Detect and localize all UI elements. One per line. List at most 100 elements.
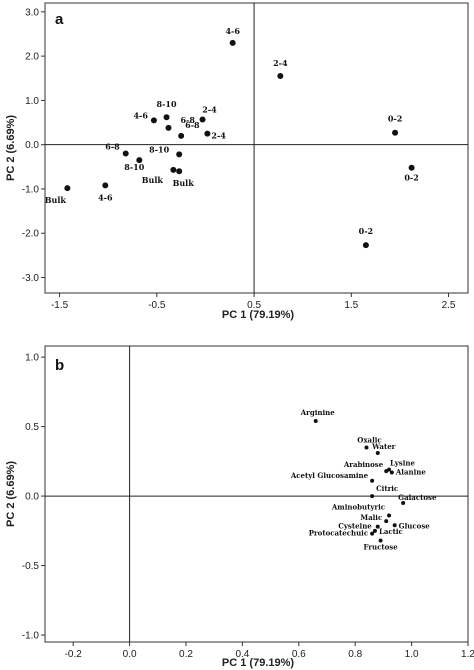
a-data-point [64,185,71,192]
a-data-point [362,242,369,249]
b-point-label: Alanine [395,467,426,476]
b-point-label: Fructose [363,543,398,552]
b-point-label: Malic [360,513,382,522]
a-point-label: 6-8 [185,120,200,130]
b-x-tick-label: 0.4 [235,649,249,660]
b-point-label: Water [371,442,395,451]
a-point-label: 6-8 [105,142,120,152]
a-data-point [176,151,183,158]
b-point-label: Acetyl Glucosamine [290,471,369,480]
b-x-tick-label: 0.8 [348,649,362,660]
b-point-label: Arabinose [343,460,384,469]
a-data-point [204,130,211,137]
b-data-point [370,494,375,499]
panel-b-y-axis-label: PC 2 (6.69%) [5,461,17,527]
b-x-tick-label: 0.0 [123,649,137,660]
b-data-point [370,478,375,483]
panel-b-frame [44,345,469,643]
b-x-tick-label: 1.2 [461,649,474,660]
a-point-label: Bulk [142,175,164,185]
panel-a-x-axis-label: PC 1 (79.19%) [222,309,294,321]
b-data-point [375,524,380,529]
b-point-label: Oxalic [357,435,381,444]
b-data-point [370,531,375,536]
b-point-label: Lactic [379,527,403,536]
b-y-tick-label: 0.5 [25,422,39,433]
a-point-label: 8-10 [149,144,169,154]
a-data-point [165,124,172,131]
b-data-point [389,470,394,475]
b-point-label: Lysine [390,459,415,468]
a-data-point [122,150,129,157]
a-data-point [150,117,157,124]
b-data-point [313,419,318,424]
a-data-point [102,182,109,189]
a-data-point [136,157,143,164]
a-x-tick-label: -1.5 [51,300,69,311]
b-point-label: Protocatechuic [309,529,368,538]
b-data-point [372,528,377,533]
b-point-label: Arginine [300,408,336,417]
a-y-tick-label: 3.0 [25,7,39,18]
a-point-label: 0-2 [404,173,418,183]
a-point-label: 8-10 [157,99,177,109]
b-data-point [387,467,392,472]
a-data-point [392,129,399,136]
a-data-point [170,166,177,173]
b-y-tick-label: -1.0 [22,631,40,642]
a-point-label: Bulk [45,195,67,205]
a-point-label: 2-4 [202,104,217,114]
b-x-tick-label: 0.6 [292,649,306,660]
a-point-label: 4-6 [133,110,148,120]
a-y-tick-label: -3.0 [22,273,40,284]
b-y-tick-label: -0.5 [22,561,40,572]
b-point-label: Glucose [399,521,431,530]
a-x-tick-label: 0.5 [247,300,261,311]
b-data-point [375,451,380,456]
b-point-label: Galactose [398,493,437,502]
panel-a-frame [44,2,469,294]
b-x-tick-label: 1.0 [405,649,419,660]
b-data-point [384,519,389,524]
b-data-point [378,538,383,543]
a-y-tick-label: 0.0 [25,140,39,151]
a-point-label: 4-6 [225,26,240,36]
a-data-point [199,116,206,123]
a-data-point [163,114,170,121]
b-point-label: Cysteine [338,522,372,531]
a-x-tick-label: -0.5 [148,300,166,311]
a-point-label: 0-2 [359,226,373,236]
a-point-label: 2-4 [211,131,226,141]
panel-a-letter: a [55,11,64,28]
a-data-point [408,164,415,171]
b-data-point [392,523,397,528]
b-data-point [387,513,392,518]
a-y-tick-label: 1.0 [25,96,39,107]
a-point-label: 0-2 [388,114,402,124]
panel-b-letter: b [55,357,64,374]
a-point-label: 8-10 [124,162,144,172]
b-y-tick-label: 1.0 [25,353,39,364]
a-data-point [277,73,284,80]
a-y-tick-label: 2.0 [25,52,39,63]
a-x-tick-label: 1.5 [344,300,358,311]
panel-a-y-axis-label: PC 2 (6.69%) [5,115,17,181]
b-x-tick-label: 0.2 [179,649,193,660]
a-y-tick-label: -1.0 [22,184,40,195]
a-data-point [178,132,185,139]
a-point-label: Bulk [173,178,195,188]
a-point-label: 6-8 [180,115,195,125]
a-data-point [229,39,236,46]
panel-b-x-axis-label: PC 1 (79.19%) [222,657,294,669]
a-point-label: 4-6 [98,192,113,202]
b-y-tick-label: 0.0 [25,492,39,503]
a-data-point [176,168,183,175]
panel-a-plot: a -1.5 -0.5 0.5 1.5 2.5 3.0 2.0 1.0 0.0 -1.0 -2.0 -… [5,2,469,321]
b-point-label: Citric [376,484,398,493]
a-y-tick-label: -2.0 [22,229,40,240]
b-data-point [401,501,406,506]
b-data-point [364,445,369,450]
panel-b-plot: b -0.2 0.0 0.2 0.4 0.6 0.8 1.0 1.2 1.0 0.5 0.0 -0.5… [5,345,474,669]
a-x-tick-label: 2.5 [442,300,456,311]
